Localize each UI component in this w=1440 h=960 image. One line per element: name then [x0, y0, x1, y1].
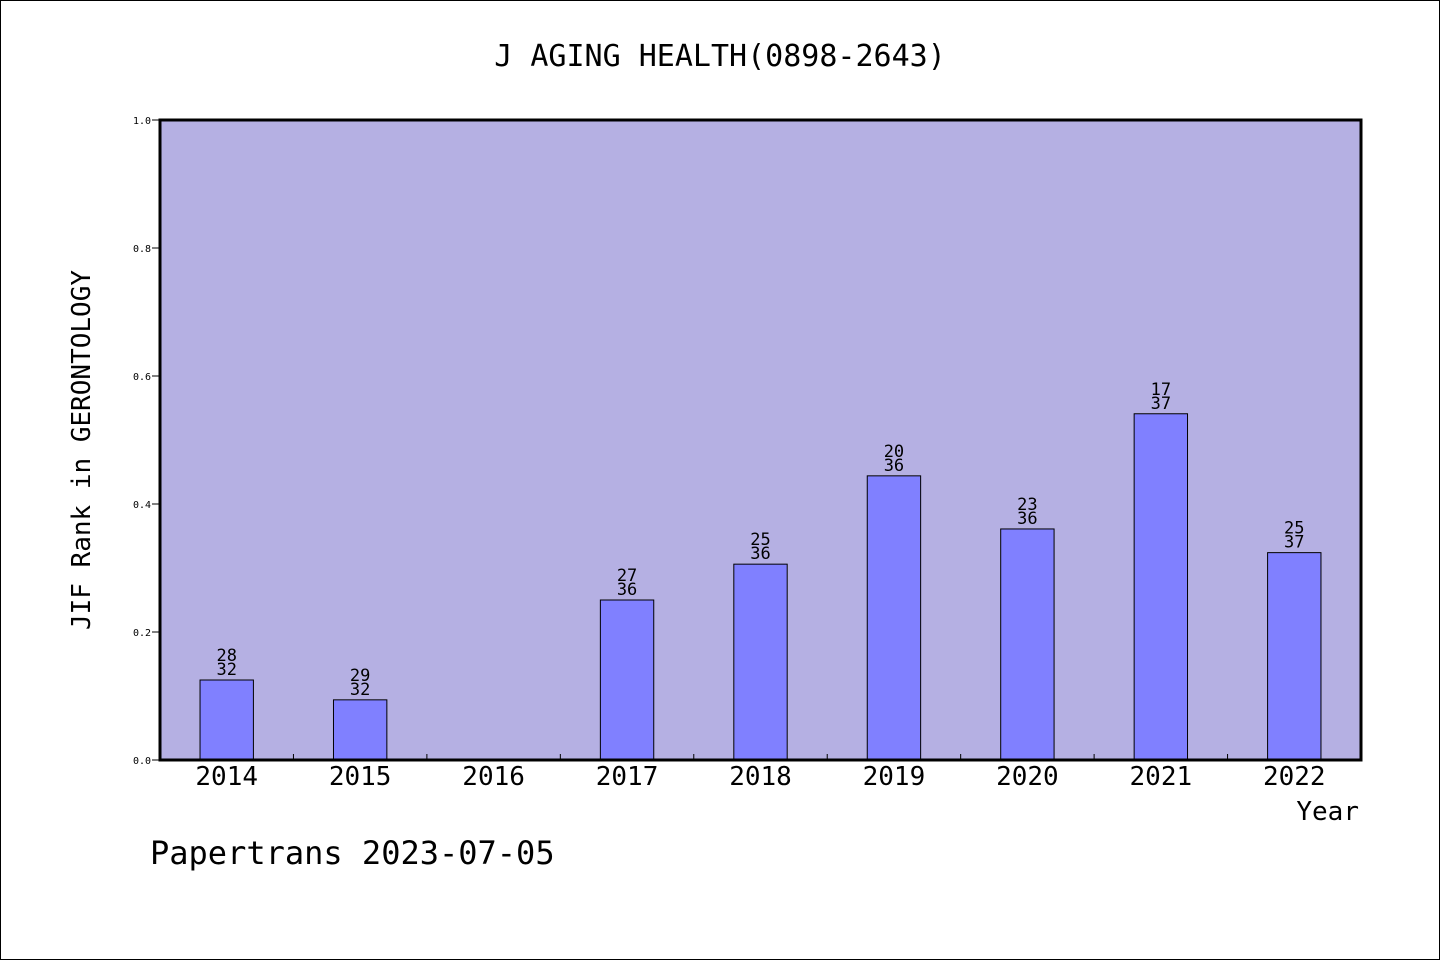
y-axis-label: JIF Rank in GERONTOLOGY — [67, 270, 97, 630]
chart-title: J AGING HEALTH(0898-2643) — [494, 39, 946, 74]
bar-total-label-2020: 36 — [1017, 509, 1037, 529]
y-tick-label: 0.2 — [133, 628, 151, 639]
bar-rank-label-2022: 25 — [1284, 519, 1304, 539]
y-tick-label: 0.6 — [133, 372, 151, 383]
x-axis-label: Year — [1296, 797, 1359, 827]
bar-2018 — [733, 563, 788, 761]
bar-2022 — [1267, 552, 1322, 761]
x-tick-label-2017: 2017 — [596, 762, 659, 792]
bar-total-label-2022: 37 — [1284, 533, 1304, 553]
x-tick-label-2016: 2016 — [462, 762, 525, 792]
bar-total-label-2018: 36 — [750, 544, 770, 564]
y-axis: 0.0 0.2 0.4 0.6 0.8 1.0 — [133, 116, 160, 767]
x-tick-label-2019: 2019 — [863, 762, 926, 792]
bar-2021 — [1133, 413, 1189, 761]
y-tick-label: 1.0 — [133, 116, 151, 127]
bar-total-label-2014: 32 — [216, 660, 236, 680]
bar-rank-label-2014: 28 — [216, 646, 236, 666]
x-tick-label-2014: 2014 — [195, 762, 258, 792]
bar-total-label-2019: 36 — [884, 456, 904, 476]
bar-rank-label-2015: 29 — [350, 666, 370, 686]
bar-rank-label-2017: 27 — [617, 566, 637, 586]
y-tick-label: 0.8 — [133, 244, 151, 255]
footer-text: Papertrans 2023-07-05 — [150, 834, 555, 872]
bar-total-label-2015: 32 — [350, 680, 370, 700]
bar-2014 — [199, 679, 254, 761]
bar-2015 — [332, 699, 388, 761]
bar-2017 — [599, 599, 655, 761]
x-tick-label-2020: 2020 — [996, 762, 1059, 792]
bar-2020 — [1000, 528, 1055, 761]
bar-2019 — [866, 475, 922, 761]
x-axis: 2014 2015 2016 2017 2018 2019 2020 2021 2022 — [195, 754, 1326, 792]
bar-rank-label-2021: 17 — [1151, 380, 1171, 400]
x-tick-label-2015: 2015 — [329, 762, 392, 792]
bar-rank-label-2019: 20 — [884, 442, 904, 462]
y-tick-label: 0.0 — [133, 756, 151, 767]
x-tick-label-2018: 2018 — [729, 762, 792, 792]
x-tick-label-2021: 2021 — [1130, 762, 1193, 792]
bars-group — [199, 413, 1322, 761]
plot-border — [158, 118, 1363, 762]
bar-total-label-2021: 37 — [1151, 394, 1171, 414]
bar-total-label-2017: 36 — [617, 580, 637, 600]
y-tick-label: 0.4 — [133, 500, 151, 511]
bar-rank-label-2020: 23 — [1017, 495, 1037, 515]
bar-rank-label-2018: 25 — [750, 530, 770, 550]
x-tick-label-2022: 2022 — [1263, 762, 1326, 792]
